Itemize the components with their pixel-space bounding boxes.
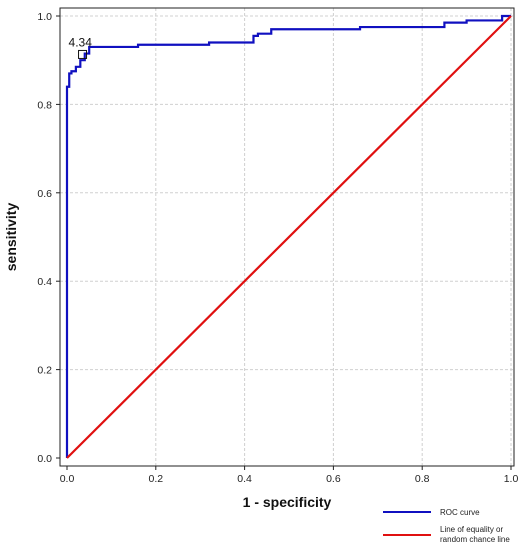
equality-line <box>66 15 512 459</box>
x-tick-label: 0.6 <box>326 473 341 485</box>
y-axis-title: sensitivity <box>3 203 19 272</box>
grid <box>60 8 514 466</box>
cutoff-point-label: 4.34 <box>69 35 93 49</box>
y-tick-label: 0.4 <box>37 276 52 288</box>
plot-frame <box>59 7 515 467</box>
y-tick-label: 0.6 <box>37 188 52 200</box>
y-tick-label: 0.2 <box>37 365 52 377</box>
series-layer <box>65 14 512 459</box>
legend: ROC curve Line of equality or random chan… <box>383 508 510 544</box>
cutoff-point-marker <box>78 49 88 59</box>
annotation-layer: 4.34 <box>69 35 93 59</box>
x-tick-label: 0.2 <box>148 473 163 485</box>
y-tick-label: 0.8 <box>37 99 52 111</box>
y-tick-label: 1.0 <box>37 11 52 23</box>
x-tick-label: 1.0 <box>504 473 519 485</box>
x-tick-label: 0.4 <box>237 473 252 485</box>
x-tick-label: 0.8 <box>415 473 430 485</box>
axis-ticks: 0.0 0.2 0.4 0.6 0.8 1.0 0.0 0.2 0.4 0.6 0.8 1.0 <box>37 11 518 485</box>
y-tick-label: 0.0 <box>37 453 52 465</box>
legend-label-equality-line: Line of equality or random chance line <box>440 525 510 544</box>
legend-label-roc-curve: ROC curve <box>440 508 480 517</box>
x-axis-title: 1 - specificity <box>243 494 332 510</box>
x-tick-label: 0.0 <box>60 473 75 485</box>
roc-curve-line <box>65 14 511 458</box>
